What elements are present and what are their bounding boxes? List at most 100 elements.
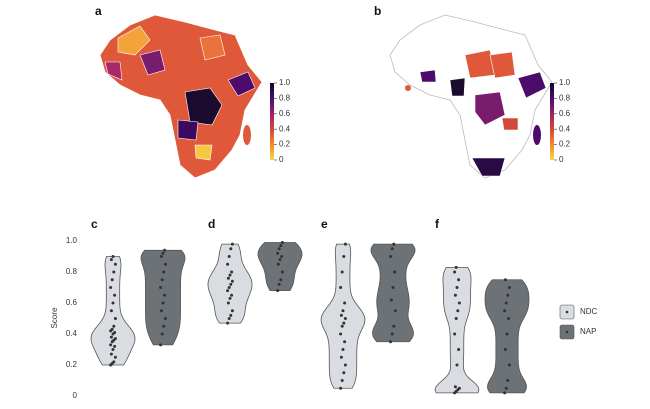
data-point — [343, 363, 347, 367]
data-point — [457, 301, 461, 305]
data-point — [342, 321, 346, 325]
data-point — [455, 363, 459, 367]
colorbar-tick-label: 0.4 — [279, 124, 291, 133]
data-point — [230, 279, 234, 283]
data-point — [343, 242, 347, 246]
data-point — [109, 335, 113, 339]
y-tick-label: 0.6 — [66, 298, 78, 307]
data-point — [111, 255, 115, 258]
data-point — [343, 340, 347, 344]
data-point — [339, 386, 343, 390]
data-point — [392, 324, 396, 328]
data-point — [226, 289, 230, 293]
data-point — [506, 379, 510, 382]
panel-label: f — [435, 217, 440, 231]
panel-label: e — [321, 217, 328, 231]
data-point — [113, 337, 117, 341]
data-point — [109, 352, 113, 356]
data-point — [229, 247, 233, 251]
violin — [370, 243, 416, 343]
colorbar — [550, 83, 554, 160]
data-point — [109, 258, 113, 262]
data-point — [113, 344, 117, 348]
colorbar-tick-label: 1.0 — [559, 78, 571, 87]
data-point — [230, 293, 234, 297]
colorbar-tick-label: 0.6 — [279, 109, 291, 118]
map-a — [99, 14, 263, 179]
data-point — [230, 242, 234, 246]
data-point — [393, 309, 397, 313]
data-point — [109, 343, 113, 347]
y-tick-label: 0 — [73, 391, 78, 400]
violin — [320, 243, 366, 389]
data-point — [227, 286, 231, 289]
data-point — [162, 270, 166, 274]
data-point — [457, 278, 461, 282]
y-tick-label: 0.4 — [66, 329, 78, 338]
data-point — [110, 327, 114, 331]
data-point — [229, 282, 233, 286]
data-point — [159, 255, 163, 258]
data-point — [343, 317, 347, 320]
data-point — [110, 278, 114, 282]
data-point — [229, 313, 233, 317]
data-point — [113, 317, 117, 320]
y-axis-label: Score — [50, 307, 59, 328]
panel-label: d — [208, 217, 215, 231]
data-point — [506, 293, 510, 297]
data-point — [226, 276, 230, 280]
y-tick-label: 0.8 — [66, 267, 78, 276]
data-point — [507, 286, 511, 289]
data-point — [504, 386, 508, 390]
data-point — [163, 262, 167, 266]
violin — [484, 279, 530, 394]
data-point — [503, 278, 507, 282]
violin — [434, 266, 480, 394]
data-point — [504, 301, 508, 305]
colorbar-tick-label: 0.6 — [559, 109, 571, 118]
data-point — [228, 296, 232, 300]
violin — [140, 249, 186, 346]
data-point — [162, 324, 166, 328]
data-point — [505, 332, 509, 336]
legend-dot — [565, 330, 569, 334]
data-point — [111, 301, 115, 305]
data-point — [389, 255, 393, 258]
data-point — [340, 379, 344, 382]
data-point — [230, 270, 234, 274]
data-point — [342, 371, 346, 375]
colorbar-tick-label: 0.8 — [559, 94, 571, 103]
violin — [257, 242, 303, 291]
data-point — [280, 270, 284, 274]
colorbar-tick-label: 0 — [559, 155, 564, 164]
data-point — [457, 348, 461, 351]
data-point — [160, 332, 164, 336]
data-point — [112, 270, 116, 274]
data-point — [227, 317, 231, 320]
data-point — [228, 273, 232, 277]
y-tick-label: 0.2 — [66, 360, 78, 369]
data-point — [339, 332, 343, 336]
panel-label: c — [91, 217, 98, 231]
data-point — [503, 391, 507, 395]
data-point — [503, 309, 507, 313]
data-point — [279, 278, 283, 282]
data-point — [341, 348, 345, 351]
data-point — [230, 309, 234, 313]
data-point — [453, 270, 457, 274]
colorbar-tick-label: 1.0 — [279, 78, 291, 87]
data-point — [340, 270, 344, 274]
data-point — [507, 363, 511, 367]
data-point — [109, 286, 113, 289]
data-point — [392, 242, 396, 246]
data-point — [113, 293, 117, 297]
legend-label: NAP — [580, 327, 596, 336]
data-point — [160, 278, 164, 282]
legend-label: NDC — [580, 307, 598, 316]
data-point — [276, 251, 280, 255]
data-point — [507, 317, 511, 320]
data-point — [112, 360, 116, 364]
data-point — [161, 301, 165, 305]
data-point — [503, 348, 507, 351]
